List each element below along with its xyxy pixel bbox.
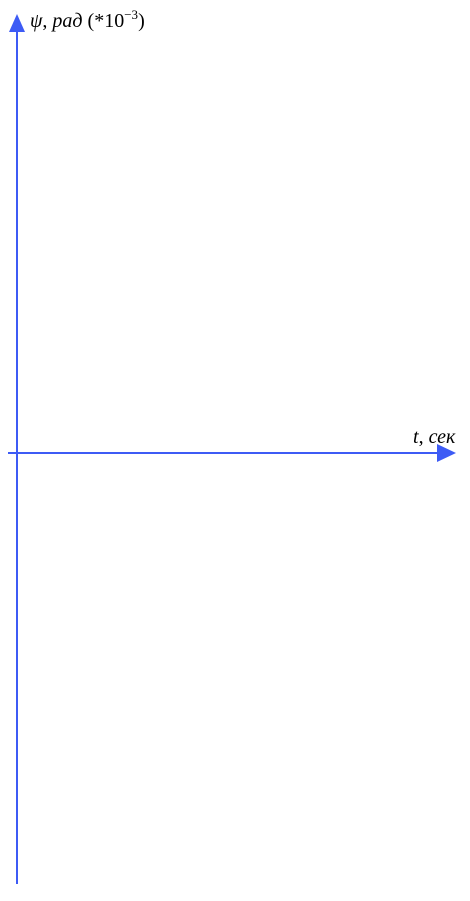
y-axis-multiplier-close: ) — [138, 10, 145, 32]
x-axis-arrowhead — [437, 444, 456, 462]
y-axis-symbol: ψ — [30, 10, 43, 32]
y-axis-arrowhead — [9, 14, 25, 32]
x-axis-label: t, сек — [413, 426, 456, 448]
y-axis-multiplier-exponent: −3 — [124, 7, 139, 22]
y-axis-multiplier: (*10 — [87, 10, 125, 32]
x-axis-symbol: t — [413, 426, 419, 448]
x-axis-unit: сек — [428, 426, 456, 448]
y-axis-unit: рад — [52, 10, 83, 32]
y-axis-label: ψ, рад (*10−3) — [30, 7, 145, 32]
